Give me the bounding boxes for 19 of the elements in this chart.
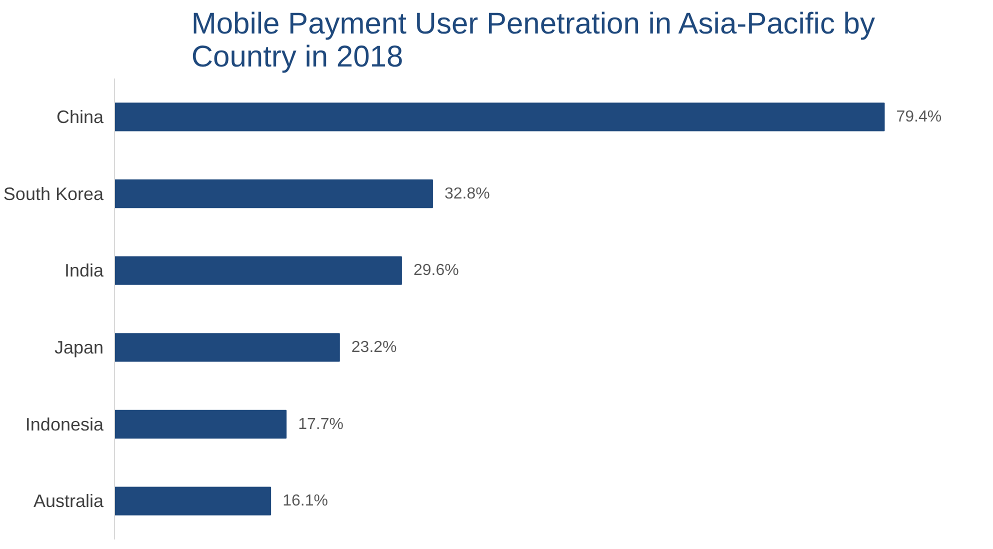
data-label: 79.4% xyxy=(896,108,942,126)
data-label: 23.2% xyxy=(351,338,397,356)
bar xyxy=(114,333,340,362)
y-tick-label: Australia xyxy=(33,491,104,512)
data-label: 17.7% xyxy=(298,416,344,433)
data-label: 29.6% xyxy=(413,262,459,280)
bar xyxy=(114,410,287,439)
bar xyxy=(114,102,885,132)
data-label: 32.8% xyxy=(444,185,490,202)
y-tick-label: Japan xyxy=(54,337,104,358)
y-tick-label: South Korea xyxy=(3,184,104,204)
bar xyxy=(114,486,272,516)
bar xyxy=(114,179,433,208)
bar xyxy=(114,256,402,285)
chart-title: Mobile Payment User Penetration in Asia-Pacific by Country in 2018 xyxy=(191,8,876,74)
y-tick-label: India xyxy=(64,260,104,281)
data-label: 16.1% xyxy=(282,492,328,510)
y-tick-label: Indonesia xyxy=(25,414,104,434)
y-tick-label: China xyxy=(56,106,104,127)
